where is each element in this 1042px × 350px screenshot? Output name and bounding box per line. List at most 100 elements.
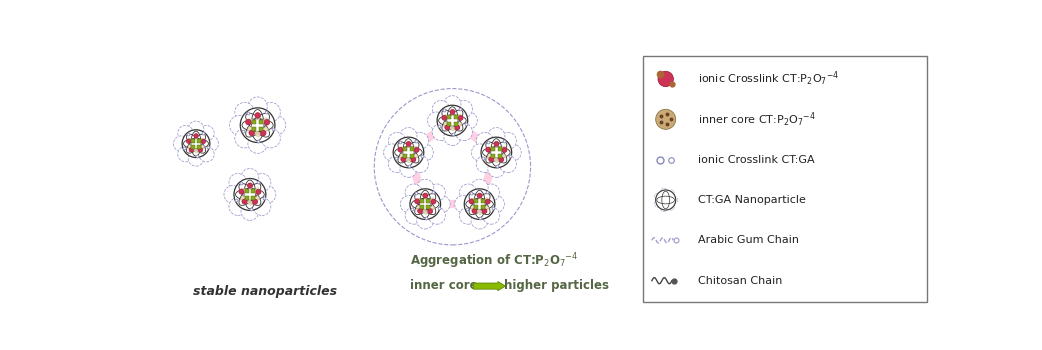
Circle shape <box>400 156 406 162</box>
Circle shape <box>247 183 252 188</box>
Circle shape <box>259 130 267 136</box>
Circle shape <box>256 189 260 194</box>
Circle shape <box>198 148 203 152</box>
Ellipse shape <box>406 142 411 147</box>
Circle shape <box>469 198 474 204</box>
Circle shape <box>241 169 258 187</box>
Circle shape <box>654 200 662 207</box>
Circle shape <box>422 193 428 198</box>
Circle shape <box>449 109 455 115</box>
Ellipse shape <box>263 118 268 124</box>
Circle shape <box>461 112 477 129</box>
Circle shape <box>393 137 424 168</box>
Circle shape <box>198 147 203 153</box>
Ellipse shape <box>247 119 253 123</box>
Circle shape <box>428 207 445 224</box>
Circle shape <box>255 113 260 118</box>
Circle shape <box>476 132 493 149</box>
Circle shape <box>482 184 500 201</box>
Circle shape <box>173 136 189 152</box>
Ellipse shape <box>477 209 481 215</box>
Circle shape <box>454 125 461 131</box>
Circle shape <box>260 103 280 122</box>
Ellipse shape <box>430 198 435 203</box>
Circle shape <box>465 189 495 219</box>
Ellipse shape <box>423 194 427 199</box>
Circle shape <box>255 189 262 195</box>
Circle shape <box>433 196 450 213</box>
Circle shape <box>668 190 674 197</box>
Circle shape <box>260 130 266 136</box>
Circle shape <box>245 119 252 126</box>
Circle shape <box>178 125 194 141</box>
Circle shape <box>472 209 477 214</box>
Circle shape <box>661 188 667 195</box>
Circle shape <box>417 208 423 214</box>
Circle shape <box>247 182 253 189</box>
Circle shape <box>241 108 275 142</box>
Circle shape <box>189 121 204 136</box>
Circle shape <box>249 130 254 136</box>
Circle shape <box>671 197 677 203</box>
Ellipse shape <box>429 206 435 210</box>
Ellipse shape <box>194 134 198 139</box>
Ellipse shape <box>413 146 417 151</box>
Circle shape <box>476 155 493 173</box>
Circle shape <box>397 147 403 153</box>
Ellipse shape <box>444 122 448 127</box>
Circle shape <box>455 100 472 118</box>
Circle shape <box>501 147 507 153</box>
Circle shape <box>454 196 472 213</box>
Circle shape <box>258 186 276 203</box>
Circle shape <box>494 141 499 147</box>
Text: inner core: inner core <box>411 279 477 292</box>
Circle shape <box>444 124 450 131</box>
Circle shape <box>471 179 488 196</box>
Text: Aggregation of CT:P$_2$O$_7$$^{-4}$: Aggregation of CT:P$_2$O$_7$$^{-4}$ <box>411 252 578 272</box>
Circle shape <box>427 112 445 129</box>
Circle shape <box>246 119 251 125</box>
Circle shape <box>499 157 503 162</box>
Circle shape <box>239 189 244 194</box>
Circle shape <box>194 134 198 138</box>
Circle shape <box>441 115 447 121</box>
Circle shape <box>481 137 512 168</box>
Circle shape <box>194 133 199 139</box>
Circle shape <box>504 144 521 161</box>
Ellipse shape <box>255 113 260 119</box>
Circle shape <box>253 197 271 215</box>
Circle shape <box>442 116 447 120</box>
Ellipse shape <box>471 205 475 211</box>
Circle shape <box>482 209 487 214</box>
Circle shape <box>414 198 420 204</box>
Ellipse shape <box>485 198 489 203</box>
Circle shape <box>416 144 433 161</box>
Circle shape <box>405 141 412 147</box>
Circle shape <box>414 147 420 153</box>
Circle shape <box>252 199 257 204</box>
Circle shape <box>374 89 530 245</box>
Circle shape <box>410 189 441 219</box>
Circle shape <box>229 197 247 215</box>
Circle shape <box>178 146 194 162</box>
Circle shape <box>383 144 401 161</box>
Ellipse shape <box>262 127 269 132</box>
Circle shape <box>189 147 194 153</box>
Ellipse shape <box>254 197 259 201</box>
Circle shape <box>488 127 505 145</box>
Circle shape <box>254 112 262 119</box>
Circle shape <box>431 199 436 204</box>
Circle shape <box>494 141 499 146</box>
Text: CT:GA Nanoparticle: CT:GA Nanoparticle <box>698 195 805 205</box>
Circle shape <box>190 148 194 152</box>
Circle shape <box>203 136 219 152</box>
Circle shape <box>655 109 675 129</box>
Circle shape <box>234 178 266 210</box>
Circle shape <box>389 132 405 149</box>
Circle shape <box>432 100 449 118</box>
Circle shape <box>234 103 254 122</box>
Circle shape <box>460 207 476 224</box>
Circle shape <box>499 155 517 173</box>
Circle shape <box>427 208 433 214</box>
Circle shape <box>482 207 500 224</box>
